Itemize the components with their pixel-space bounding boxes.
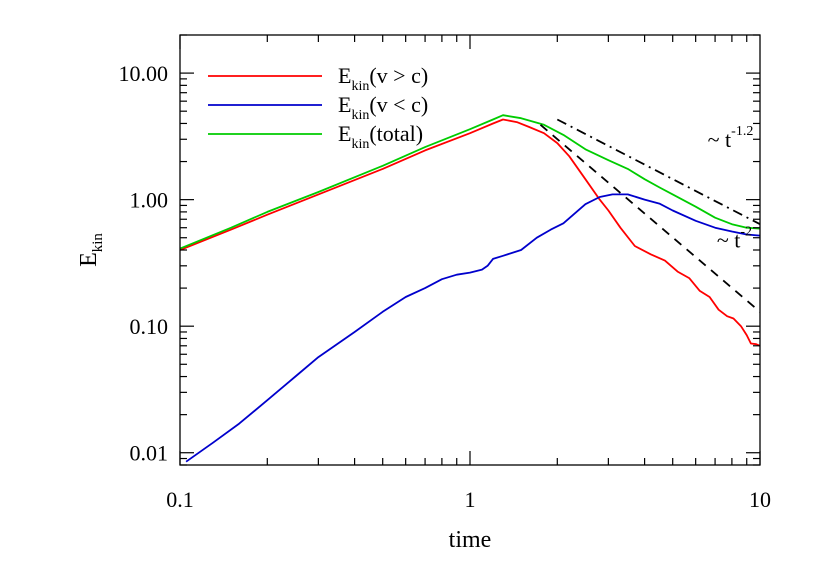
tick-labels: 0.1 1 10 0.01 0.10 1.00 10.00 <box>119 61 772 512</box>
axis-ticks <box>179 34 761 466</box>
y-tick-label: 0.01 <box>130 441 169 466</box>
series-line-2 <box>180 114 760 250</box>
legend-label: Ekin(total) <box>338 121 423 152</box>
legend-label: Ekin(v < c) <box>338 92 428 123</box>
y-tick-label: 1.00 <box>130 188 169 213</box>
y-axis-title: Ekin <box>76 233 106 267</box>
x-tick-label: 10 <box>749 487 771 512</box>
series-line-4 <box>556 118 760 225</box>
y-tick-label: 10.00 <box>119 61 169 86</box>
x-axis-title: time <box>449 527 492 553</box>
series-line-1 <box>185 193 760 463</box>
series-line-3 <box>539 124 760 313</box>
x-tick-label: 1 <box>465 487 476 512</box>
power-law-label: ~ t-1.2 <box>708 124 754 152</box>
plot-lines <box>180 114 760 463</box>
y-axis-title-main: E <box>76 252 102 267</box>
series-line-0 <box>180 118 760 347</box>
x-tick-label: 0.1 <box>166 487 194 512</box>
y-tick-label: 0.10 <box>130 314 169 339</box>
legend-label: Ekin(v > c) <box>338 63 428 94</box>
legend: Ekin(v > c)Ekin(v < c)Ekin(total) <box>208 63 428 152</box>
y-axis-title-sub: kin <box>90 233 106 253</box>
power-law-label: ~ t-2 <box>717 224 752 252</box>
annotations: ~ t-1.2 ~ t-2 <box>708 124 754 252</box>
